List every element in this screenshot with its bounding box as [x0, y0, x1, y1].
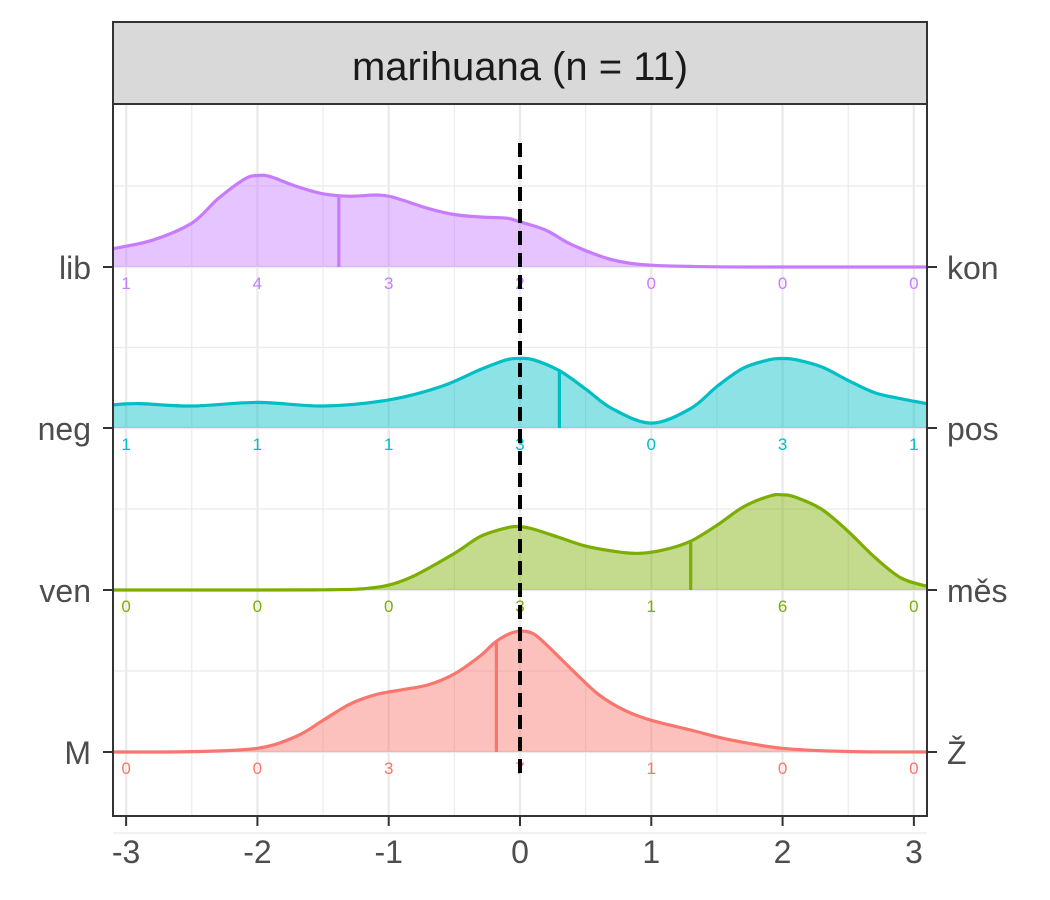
count-label: 0 [778, 274, 787, 293]
count-label: 6 [778, 597, 787, 616]
count-label: 3 [778, 435, 787, 454]
count-label: 1 [384, 435, 393, 454]
x-tick-label: 2 [774, 834, 792, 870]
facet-strip [112, 21, 928, 105]
count-label: 0 [253, 759, 262, 778]
count-label: 0 [647, 435, 656, 454]
ridge-M [112, 629, 928, 754]
count-label: 1 [909, 435, 918, 454]
density-area-lib [113, 175, 927, 268]
density-line-lib [112, 173, 927, 269]
y-tick-label-left: ven [39, 573, 91, 609]
x-axis: -3 -2 -1 0 1 2 3 [112, 816, 923, 870]
density-line-ven [113, 492, 928, 592]
x-tick-label: -2 [243, 834, 271, 870]
count-label: 1 [121, 435, 130, 454]
x-tick-label: 3 [905, 834, 923, 870]
density-area-M [113, 631, 927, 752]
count-label: 3 [384, 759, 393, 778]
density-line-M [112, 629, 928, 754]
count-label: 1 [121, 274, 130, 293]
count-label: 0 [909, 274, 918, 293]
ridge-lib [112, 173, 927, 269]
count-label: 1 [253, 435, 262, 454]
y-tick-label-left: M [64, 735, 91, 771]
y-tick-label-right: pos [947, 411, 999, 447]
count-label: 0 [253, 597, 262, 616]
x-tick-label: 0 [511, 834, 529, 870]
count-label: 0 [121, 597, 130, 616]
count-label: 0 [121, 759, 130, 778]
y-tick-label-right: Ž [947, 735, 967, 771]
facet-strip-title: marihuana (n = 11) [352, 45, 688, 89]
count-label: 1 [647, 759, 656, 778]
count-label: 0 [778, 759, 787, 778]
count-label: 3 [515, 435, 524, 454]
count-label: 0 [384, 597, 393, 616]
y-tick-label-left: neg [38, 411, 91, 447]
x-tick-label: 1 [642, 834, 660, 870]
count-label: 0 [909, 759, 918, 778]
count-label: 4 [253, 274, 262, 293]
count-label: 0 [647, 274, 656, 293]
count-label: 0 [909, 597, 918, 616]
count-label: 3 [384, 274, 393, 293]
count-label: 1 [647, 597, 656, 616]
x-tick-label: -1 [374, 834, 402, 870]
density-line-neg [112, 356, 928, 425]
y-tick-label-left: lib [59, 250, 91, 286]
y-tick-label-right: kon [947, 250, 999, 286]
x-tick-label: -3 [112, 834, 140, 870]
y-tick-label-right: měs [947, 573, 1007, 609]
